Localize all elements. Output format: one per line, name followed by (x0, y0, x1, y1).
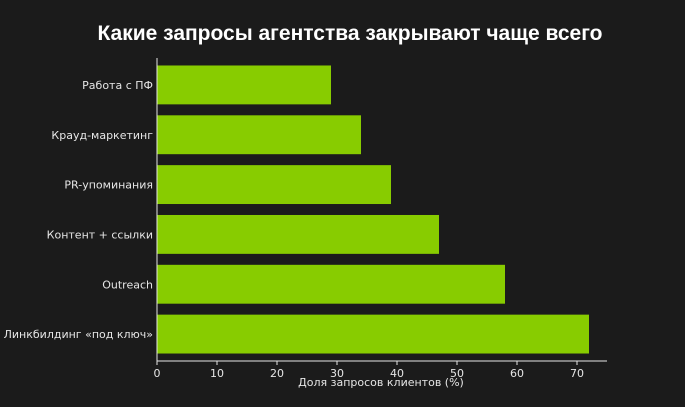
x-tick-label: 40 (390, 367, 404, 380)
x-tick-label: 20 (270, 367, 284, 380)
category-label: Работа с ПФ (82, 79, 153, 92)
x-ticks: 0 10 20 30 40 50 60 70 (154, 361, 584, 380)
bars-group (157, 65, 589, 354)
category-label: Линкбилдинг «под ключ» (4, 328, 153, 341)
category-label: PR-упоминания (64, 179, 153, 192)
category-label: Контент + ссылки (47, 228, 153, 241)
x-tick-label: 70 (570, 367, 584, 380)
x-tick-label: 50 (450, 367, 464, 380)
bar (157, 65, 331, 105)
x-axis-label: Доля запросов клиентов (%) (298, 376, 464, 389)
category-label: Крауд-маркетинг (51, 129, 153, 142)
bar (157, 264, 505, 304)
x-tick-label: 10 (210, 367, 224, 380)
chart-title: Какие запросы агентства закрывают чаще в… (97, 22, 602, 45)
x-tick-label: 60 (510, 367, 524, 380)
bar (157, 115, 361, 155)
x-tick-label: 0 (154, 367, 161, 380)
bar (157, 165, 391, 205)
axes-group (156, 58, 607, 362)
category-labels: Работа с ПФ Крауд-маркетинг PR-упоминания К… (4, 79, 154, 341)
bar (157, 214, 439, 254)
x-tick-label: 30 (330, 367, 344, 380)
bar (157, 314, 589, 354)
category-label: Outreach (102, 278, 153, 291)
